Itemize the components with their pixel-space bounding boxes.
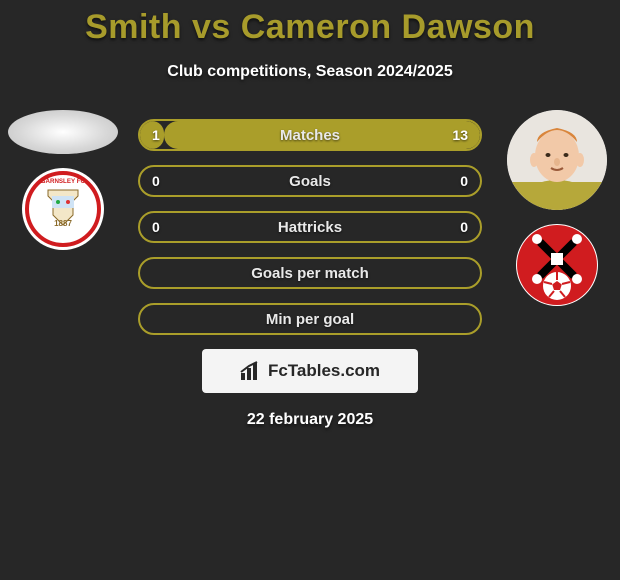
stat-value-right: 13 <box>452 127 468 143</box>
stat-value-left: 0 <box>152 173 160 189</box>
stat-label: Hattricks <box>278 219 342 236</box>
stat-value-right: 0 <box>460 219 468 235</box>
stats-icon <box>240 361 262 381</box>
subtitle: Club competitions, Season 2024/2025 <box>0 63 620 81</box>
stat-value-right: 0 <box>460 173 468 189</box>
stat-label: Min per goal <box>266 311 354 328</box>
stat-row: Min per goal <box>138 303 482 335</box>
stat-label: Goals <box>289 173 331 190</box>
svg-text:BARNSLEY FC: BARNSLEY FC <box>41 178 85 185</box>
right-player-avatar <box>507 110 607 210</box>
page-title: Smith vs Cameron Dawson <box>0 0 620 47</box>
left-player-column: 1887 BARNSLEY FC <box>8 110 118 250</box>
stat-value-left: 1 <box>152 127 160 143</box>
footer-logo[interactable]: FcTables.com <box>202 349 418 393</box>
right-club-badge <box>516 224 598 306</box>
right-player-column <box>502 110 612 306</box>
stat-row: Goals per match <box>138 257 482 289</box>
stat-label: Matches <box>280 127 340 144</box>
stat-value-left: 0 <box>152 219 160 235</box>
left-club-badge: 1887 BARNSLEY FC <box>22 168 104 250</box>
svg-text:1887: 1887 <box>54 219 72 228</box>
stat-row: Goals 0 0 <box>138 165 482 197</box>
footer-date: 22 february 2025 <box>0 411 620 429</box>
stat-row: Hattricks 0 0 <box>138 211 482 243</box>
stat-label: Goals per match <box>251 265 369 282</box>
stat-row: Matches 1 13 <box>138 119 482 151</box>
stats-container: Matches 1 13 Goals 0 0 Hattricks 0 0 Goals per ma… <box>138 119 482 335</box>
left-player-avatar <box>8 110 118 154</box>
footer-logo-text: FcTables.com <box>268 361 380 381</box>
